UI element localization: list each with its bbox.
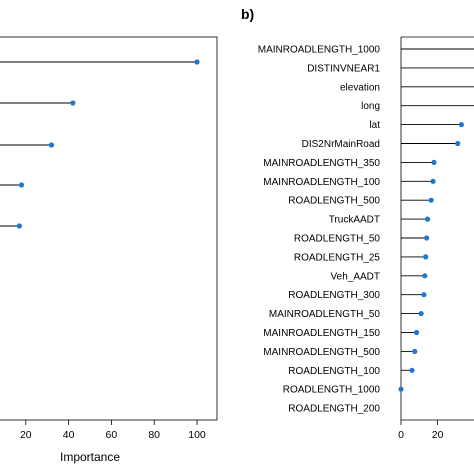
panel-b-tag: b) <box>241 6 254 22</box>
panel-b-variable-label: ROADLENGTH_50 <box>294 234 381 245</box>
panel-b-point <box>412 348 418 354</box>
panel-b-point <box>409 367 415 373</box>
panel-b-variable-label: MAINROADLENGTH_100 <box>263 177 380 188</box>
panel-b-point <box>428 197 434 203</box>
panel-b: b) MAINROADLENGTH_1000DISTINVNEAR1elevat… <box>241 6 474 441</box>
panel-a-tick-label: 40 <box>63 429 75 441</box>
panel-b-variable-labels: MAINROADLENGTH_1000 DISTINVNEAR1 elevation… <box>258 45 381 415</box>
panel-b-variable-label: MAINROADLENGTH_500 <box>263 347 380 358</box>
panel-a-point <box>16 223 22 229</box>
panel-b-variable-label: ROADLENGTH_100 <box>288 366 380 377</box>
panel-a-marks <box>0 59 200 229</box>
panel-b-variable-label: lat <box>369 120 380 131</box>
panel-a-frame <box>0 36 218 421</box>
panel-a-point <box>18 182 25 188</box>
panel-a-point <box>70 100 76 106</box>
panel-b-variable-label: elevation <box>340 82 380 93</box>
panel-a: 20 40 60 80 100 Importance <box>0 36 218 464</box>
panel-b-point <box>431 159 437 165</box>
panel-b-variable-label: long <box>361 101 380 112</box>
panel-b-point <box>430 178 436 184</box>
panel-b-variable-label: ROADLENGTH_500 <box>288 196 380 207</box>
panel-b-point <box>455 140 461 147</box>
panel-b-point <box>398 386 404 392</box>
panel-b-point <box>421 292 427 298</box>
panel-b-variable-label: ROADLENGTH_25 <box>294 252 381 263</box>
panel-a-tick-label: 60 <box>106 429 118 441</box>
panel-b-tick-label: 0 <box>398 429 404 441</box>
panel-b-point <box>422 273 428 279</box>
panel-b-variable-label: Veh_AADT <box>331 271 380 282</box>
panel-b-point <box>413 329 420 336</box>
panel-b-x-axis: 0 20 <box>398 420 444 441</box>
panel-b-marks <box>398 48 474 392</box>
panel-a-point <box>194 59 200 65</box>
panel-b-tick-label: 20 <box>432 429 444 441</box>
panel-b-variable-label: TruckAADT <box>329 215 380 226</box>
panel-b-point <box>424 235 430 241</box>
panel-b-point <box>423 254 429 260</box>
panel-b-point <box>424 216 431 222</box>
panel-b-variable-label: ROADLENGTH_200 <box>288 404 380 415</box>
panel-b-variable-label: MAINROADLENGTH_350 <box>263 158 380 169</box>
panel-b-frame <box>400 36 474 421</box>
panel-a-tick-label: 80 <box>148 429 160 441</box>
panel-b-variable-label: ROADLENGTH_300 <box>288 290 380 301</box>
panel-b-point <box>458 122 464 128</box>
panel-b-variable-label: MAINROADLENGTH_50 <box>269 309 381 320</box>
panel-a-tick-label: 20 <box>20 429 32 441</box>
panel-b-variable-label: DISTINVNEAR1 <box>307 63 380 74</box>
panel-a-tick-label: 100 <box>188 429 206 441</box>
panel-b-variable-label: ROADLENGTH_1000 <box>283 385 381 396</box>
panel-b-variable-label: MAINROADLENGTH_1000 <box>258 45 381 56</box>
panel-a-x-axis: 20 40 60 80 100 <box>20 420 206 441</box>
panel-a-point <box>48 142 55 148</box>
panel-b-point <box>418 311 424 317</box>
panel-b-variable-label: MAINROADLENGTH_150 <box>263 328 380 339</box>
panel-b-variable-label: DIS2NrMainRoad <box>302 139 380 150</box>
panel-a-x-axis-title: Importance <box>60 450 120 464</box>
